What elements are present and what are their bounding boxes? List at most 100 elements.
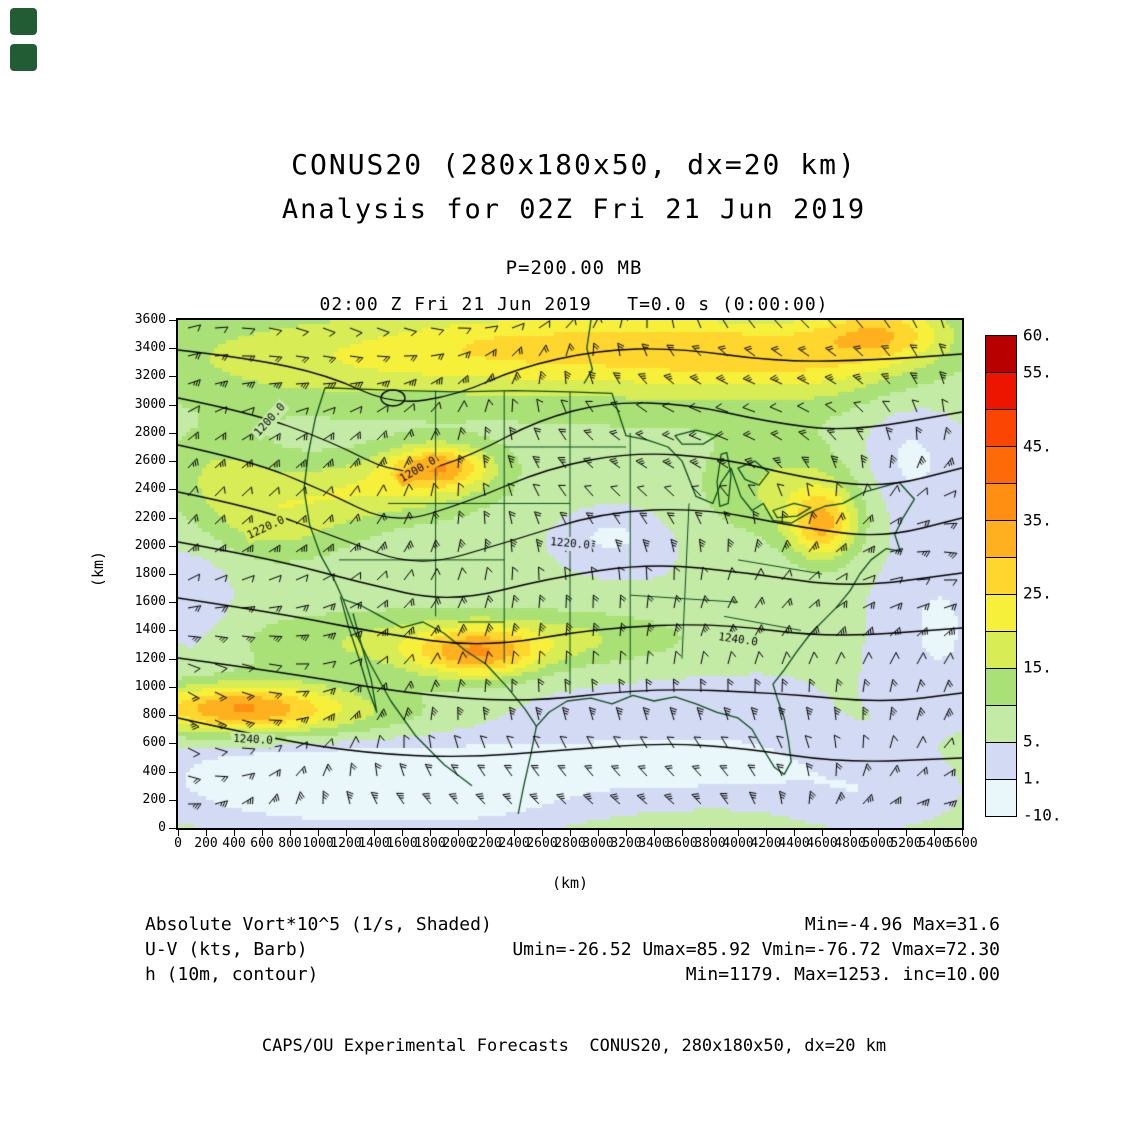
y-tick-label: 3200 bbox=[134, 368, 166, 384]
colorbar-segment bbox=[986, 484, 1016, 521]
chart-title: CONUS20 (280x180x50, dx=20 km) bbox=[291, 148, 857, 181]
x-tick-label: 2600 bbox=[526, 836, 558, 851]
x-tick-label: 2200 bbox=[470, 836, 502, 851]
x-tick-label: 4000 bbox=[722, 836, 754, 851]
y-tick-label: 400 bbox=[142, 763, 166, 779]
x-tick-label: 5400 bbox=[918, 836, 950, 851]
chart-subtitle: Analysis for 02Z Fri 21 Jun 2019 bbox=[281, 194, 867, 225]
colorbar bbox=[985, 335, 1017, 817]
colorbar-segment bbox=[986, 669, 1016, 706]
x-tick-label: 2400 bbox=[498, 836, 530, 851]
y-tick-label: 3400 bbox=[134, 340, 166, 356]
x-tick-mark bbox=[318, 830, 319, 836]
colorbar-tick-label: 25. bbox=[1023, 583, 1052, 603]
y-tick-label: 3600 bbox=[134, 312, 166, 327]
pressure-level-label: P=200.00 MB bbox=[505, 257, 643, 279]
y-tick-label: 1200 bbox=[134, 650, 166, 666]
valid-time-label: 02:00 Z Fri 21 Jun 2019 T=0.0 s (0:00:00… bbox=[319, 294, 829, 315]
y-tick-mark bbox=[169, 517, 176, 519]
corner-decoration-chip-1 bbox=[10, 8, 37, 35]
x-tick-mark bbox=[794, 830, 795, 836]
y-tick-mark bbox=[169, 404, 176, 406]
x-tick-label: 1000 bbox=[302, 836, 334, 851]
colorbar-tick-label: 45. bbox=[1023, 436, 1052, 456]
x-tick-mark bbox=[598, 830, 599, 836]
x-tick-mark bbox=[878, 830, 879, 836]
y-tick-mark bbox=[169, 432, 176, 434]
x-tick-mark bbox=[514, 830, 515, 836]
x-tick-label: 3400 bbox=[638, 836, 670, 851]
x-tick-mark bbox=[458, 830, 459, 836]
x-tick-mark bbox=[934, 830, 935, 836]
x-tick-label: 200 bbox=[194, 836, 218, 851]
x-tick-mark bbox=[682, 830, 683, 836]
x-tick-label: 5000 bbox=[862, 836, 894, 851]
x-tick-mark bbox=[402, 830, 403, 836]
colorbar-labels: 60. 55. 45. 35. 25. 15. 5. 1. -10. bbox=[1023, 326, 1083, 825]
colorbar-segment bbox=[986, 706, 1016, 743]
x-tick-label: 4400 bbox=[778, 836, 810, 851]
map-plot-area bbox=[176, 318, 964, 830]
y-tick-mark bbox=[169, 320, 176, 321]
legend-shaded-field-label: Absolute Vort*10^5 (1/s, Shaded) bbox=[145, 914, 492, 935]
x-tick-mark bbox=[570, 830, 571, 836]
x-tick-label: 4200 bbox=[750, 836, 782, 851]
colorbar-segment bbox=[986, 410, 1016, 447]
y-tick-mark bbox=[169, 574, 176, 575]
y-tick-mark bbox=[169, 658, 176, 660]
y-tick-label: 2600 bbox=[134, 453, 166, 469]
colorbar-segment bbox=[986, 743, 1016, 780]
y-axis-unit-label: (km) bbox=[89, 550, 108, 588]
colorbar-tick-label: 1. bbox=[1023, 768, 1043, 788]
x-tick-label: 2800 bbox=[554, 836, 586, 851]
y-tick-label: 2000 bbox=[134, 537, 166, 553]
x-tick-label: 1600 bbox=[386, 836, 418, 851]
x-tick-label: 3800 bbox=[694, 836, 726, 851]
x-tick-mark bbox=[710, 830, 711, 836]
x-tick-mark bbox=[486, 830, 487, 836]
x-tick-mark bbox=[374, 830, 375, 836]
y-tick-label: 200 bbox=[142, 791, 166, 807]
x-tick-mark bbox=[346, 830, 347, 836]
x-tick-label: 5600 bbox=[946, 836, 978, 851]
footer-credit: CAPS/OU Experimental Forecasts CONUS20, … bbox=[261, 1036, 887, 1056]
x-tick-label: 4600 bbox=[806, 836, 838, 851]
corner-decoration-chip-2 bbox=[10, 44, 37, 71]
colorbar-tick-label: 60. bbox=[1023, 325, 1052, 345]
x-tick-mark bbox=[430, 830, 431, 836]
x-tick-label: 1800 bbox=[414, 836, 446, 851]
y-tick-mark bbox=[169, 743, 176, 745]
y-tick-label: 1800 bbox=[134, 566, 166, 581]
y-tick-label: 2800 bbox=[134, 424, 166, 440]
y-tick-label: 1600 bbox=[134, 594, 166, 610]
x-tick-mark bbox=[290, 830, 291, 836]
colorbar-tick-label: -10. bbox=[1023, 805, 1062, 825]
x-tick-label: 5200 bbox=[890, 836, 922, 851]
vorticity-map-canvas bbox=[178, 320, 962, 828]
colorbar-segment bbox=[986, 632, 1016, 669]
legend-contour-field-label: h (10m, contour) bbox=[145, 964, 319, 985]
y-tick-mark bbox=[169, 545, 176, 547]
legend-contour-minmax: Min=1179. Max=1253. inc=10.00 bbox=[685, 964, 1000, 985]
colorbar-segment bbox=[986, 447, 1016, 484]
x-tick-label: 2000 bbox=[442, 836, 474, 851]
x-tick-mark bbox=[542, 830, 543, 836]
y-tick-mark bbox=[169, 828, 176, 829]
y-tick-label: 0 bbox=[158, 820, 166, 835]
y-tick-mark bbox=[169, 602, 176, 604]
y-tick-mark bbox=[169, 376, 176, 378]
legend-wind-field-label: U-V (kts, Barb) bbox=[145, 939, 308, 960]
colorbar-segment bbox=[986, 595, 1016, 632]
colorbar-segment bbox=[986, 336, 1016, 373]
x-tick-mark bbox=[822, 830, 823, 836]
colorbar-tick-label: 35. bbox=[1023, 510, 1052, 530]
x-tick-label: 800 bbox=[278, 836, 302, 851]
x-tick-mark bbox=[850, 830, 851, 836]
y-tick-label: 2200 bbox=[134, 509, 166, 525]
legend-shaded-minmax: Min=-4.96 Max=31.6 bbox=[804, 914, 1000, 935]
y-tick-mark bbox=[169, 348, 176, 350]
y-tick-label: 1000 bbox=[134, 678, 166, 694]
legend-wind-minmax: Umin=-26.52 Umax=85.92 Vmin=-76.72 Vmax=… bbox=[512, 939, 1000, 960]
y-tick-label: 3000 bbox=[134, 396, 166, 412]
y-tick-mark bbox=[169, 715, 176, 717]
